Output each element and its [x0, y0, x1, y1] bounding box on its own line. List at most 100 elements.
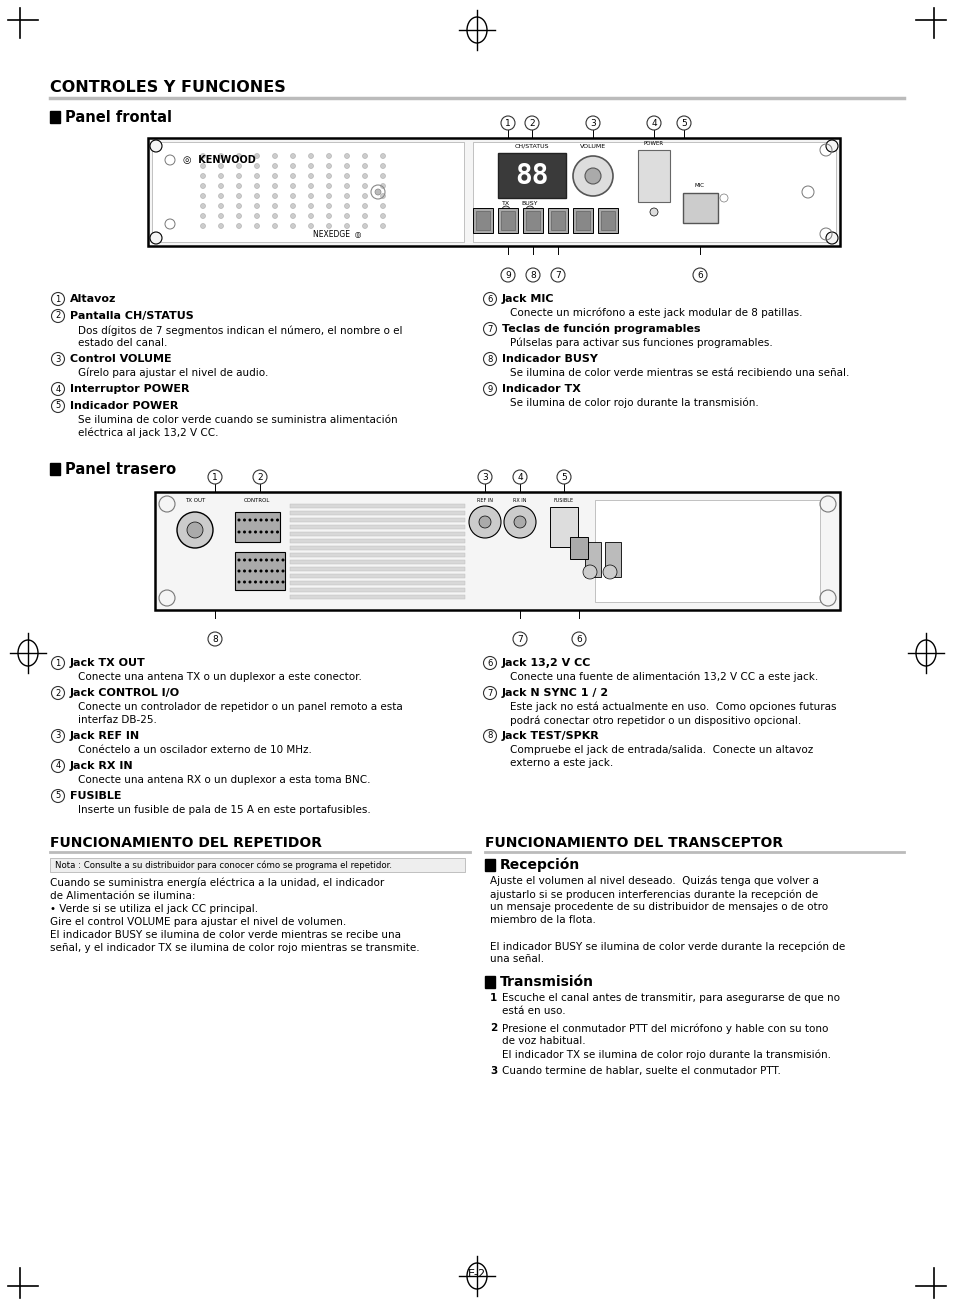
Circle shape: [200, 213, 205, 218]
Bar: [290, 511, 464, 515]
Text: Escuche el canal antes de transmitir, para asegurarse de que no: Escuche el canal antes de transmitir, pa…: [501, 993, 840, 1003]
Circle shape: [259, 530, 262, 533]
Circle shape: [582, 565, 597, 579]
Circle shape: [254, 223, 259, 229]
Text: Teclas de función programables: Teclas de función programables: [501, 324, 700, 334]
Bar: [290, 567, 464, 571]
Text: TX: TX: [501, 201, 510, 206]
Bar: [569, 537, 587, 559]
Circle shape: [265, 580, 268, 584]
Circle shape: [273, 154, 277, 158]
Text: 1: 1: [55, 658, 61, 667]
Circle shape: [308, 213, 314, 218]
Circle shape: [273, 204, 277, 209]
Text: 6: 6: [697, 270, 702, 279]
Bar: [290, 575, 464, 579]
Text: 2: 2: [529, 119, 535, 128]
Text: Este jack no está actualmente en uso.  Como opciones futuras: Este jack no está actualmente en uso. Co…: [510, 703, 836, 713]
Circle shape: [248, 569, 252, 572]
Text: POWER: POWER: [643, 141, 663, 146]
Circle shape: [344, 184, 349, 188]
Text: una señal.: una señal.: [490, 953, 543, 964]
Text: 7: 7: [487, 688, 492, 697]
Text: FUNCIONAMIENTO DEL TRANSCEPTOR: FUNCIONAMIENTO DEL TRANSCEPTOR: [484, 836, 782, 850]
Bar: [290, 596, 464, 599]
Bar: [148, 138, 840, 246]
Circle shape: [236, 154, 241, 158]
Text: 3: 3: [590, 119, 596, 128]
Circle shape: [236, 223, 241, 229]
Circle shape: [573, 155, 613, 196]
Circle shape: [380, 184, 385, 188]
Text: 2: 2: [55, 312, 61, 320]
Text: externo a este jack.: externo a este jack.: [510, 757, 613, 768]
Text: 1: 1: [504, 119, 511, 128]
Bar: [290, 504, 464, 508]
Text: 1: 1: [490, 993, 497, 1003]
Circle shape: [187, 522, 203, 538]
Circle shape: [362, 174, 367, 179]
Text: 5: 5: [560, 473, 566, 482]
Text: Transmisión: Transmisión: [499, 976, 594, 989]
Circle shape: [344, 163, 349, 168]
Text: CONTROLES Y FUNCIONES: CONTROLES Y FUNCIONES: [50, 80, 286, 95]
Circle shape: [218, 223, 223, 229]
Text: • Verde si se utiliza el jack CC principal.: • Verde si se utiliza el jack CC princip…: [50, 904, 258, 914]
Circle shape: [380, 204, 385, 209]
Bar: [600, 212, 615, 230]
Circle shape: [362, 154, 367, 158]
Circle shape: [254, 204, 259, 209]
Bar: [290, 552, 464, 556]
Text: Gire el control VOLUME para ajustar el nivel de volumen.: Gire el control VOLUME para ajustar el n…: [50, 917, 346, 927]
Text: Jack 13,2 V CC: Jack 13,2 V CC: [501, 658, 591, 667]
Bar: [290, 546, 464, 550]
Text: 4: 4: [517, 473, 522, 482]
Bar: [290, 518, 464, 522]
Text: Jack N SYNC 1 / 2: Jack N SYNC 1 / 2: [501, 688, 608, 697]
Text: Nota : Consulte a su distribuidor para conocer cómo se programa el repetidor.: Nota : Consulte a su distribuidor para c…: [55, 861, 392, 870]
Circle shape: [273, 223, 277, 229]
Circle shape: [525, 206, 534, 214]
Bar: [595, 500, 820, 602]
Text: 9: 9: [487, 384, 492, 393]
Text: miembro de la flota.: miembro de la flota.: [490, 916, 596, 925]
Ellipse shape: [825, 232, 837, 244]
Text: FUSIBLE: FUSIBLE: [70, 791, 121, 801]
Text: Interruptor POWER: Interruptor POWER: [70, 384, 190, 394]
Text: El indicador BUSY se ilumina de color verde mientras se recibe una: El indicador BUSY se ilumina de color ve…: [50, 930, 400, 940]
Circle shape: [237, 530, 240, 533]
Circle shape: [254, 213, 259, 218]
Circle shape: [218, 193, 223, 199]
Text: 8: 8: [487, 354, 492, 363]
Text: Compruebe el jack de entrada/salida.  Conecte un altavoz: Compruebe el jack de entrada/salida. Con…: [510, 744, 812, 755]
Circle shape: [248, 530, 252, 533]
Circle shape: [236, 193, 241, 199]
Bar: [547, 208, 567, 232]
Circle shape: [243, 569, 246, 572]
Text: Conecte una antena RX o un duplexor a esta toma BNC.: Conecte una antena RX o un duplexor a es…: [78, 774, 370, 785]
Circle shape: [200, 193, 205, 199]
Circle shape: [254, 174, 259, 179]
Text: Control VOLUME: Control VOLUME: [70, 354, 172, 364]
Text: estado del canal.: estado del canal.: [78, 338, 167, 347]
Circle shape: [200, 204, 205, 209]
Text: 4: 4: [651, 119, 656, 128]
Text: ◎  KENWOOD: ◎ KENWOOD: [183, 155, 255, 165]
Circle shape: [308, 193, 314, 199]
Bar: [682, 193, 718, 223]
Text: 2: 2: [490, 1023, 497, 1033]
Circle shape: [291, 223, 295, 229]
Text: 8: 8: [212, 635, 217, 644]
Text: 1: 1: [212, 473, 217, 482]
Circle shape: [362, 204, 367, 209]
Circle shape: [200, 174, 205, 179]
Circle shape: [265, 518, 268, 521]
Bar: [50, 858, 464, 872]
Bar: [290, 525, 464, 529]
Circle shape: [478, 516, 491, 528]
Text: Conecte una antena TX o un duplexor a este conector.: Conecte una antena TX o un duplexor a es…: [78, 673, 361, 682]
Circle shape: [291, 213, 295, 218]
Text: BUSY: BUSY: [521, 201, 537, 206]
Text: RX IN: RX IN: [513, 498, 526, 503]
Bar: [522, 208, 542, 232]
